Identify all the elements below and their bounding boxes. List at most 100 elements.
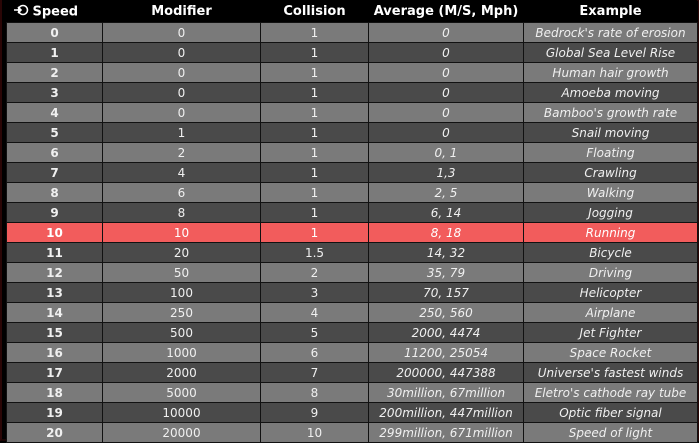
example-cell: Speed of light <box>523 422 698 443</box>
average-cell: 2000, 4474 <box>368 322 524 343</box>
example-cell: Eletro's cathode ray tube <box>523 382 698 403</box>
speed-cell: 3 <box>6 82 103 103</box>
table-row[interactable]: 8 6 1 2, 5 Walking <box>6 182 698 203</box>
table-row[interactable]: 7 4 1 1,3 Crawling <box>6 162 698 183</box>
collision-cell: 3 <box>260 282 369 303</box>
average-cell: 35, 79 <box>368 262 524 283</box>
table-row[interactable]: 17 2000 7 200000, 447388 Universe's fastest … <box>6 362 698 383</box>
speed-cell: 15 <box>6 322 103 343</box>
average-cell: 200000, 447388 <box>368 362 524 383</box>
collision-column-header[interactable]: Collision <box>260 1 369 23</box>
table-header-row: Speed Modifier Collision Average (M/S, M… <box>6 1 698 23</box>
average-cell: 2, 5 <box>368 182 524 203</box>
collision-cell: 1 <box>260 222 369 243</box>
table-row[interactable]: 9 8 1 6, 14 Jogging <box>6 202 698 223</box>
speed-cell: 8 <box>6 182 103 203</box>
modifier-cell: 20 <box>102 242 261 263</box>
collision-cell: 1 <box>260 202 369 223</box>
collision-cell: 6 <box>260 342 369 363</box>
table-row[interactable]: 18 5000 8 30million, 67million Eletro's cath… <box>6 382 698 403</box>
example-cell: Global Sea Level Rise <box>523 42 698 63</box>
collision-cell: 2 <box>260 262 369 283</box>
speed-cell: 2 <box>6 62 103 83</box>
table-row[interactable]: 1 0 1 0 Global Sea Level Rise <box>6 42 698 63</box>
modifier-cell: 1000 <box>102 342 261 363</box>
speed-cell: 20 <box>6 422 103 443</box>
modifier-cell: 0 <box>102 82 261 103</box>
modifier-column-header[interactable]: Modifier <box>102 1 261 23</box>
average-cell: 8, 18 <box>368 222 524 243</box>
collision-cell: 1 <box>260 102 369 123</box>
average-cell: 299million, 671million <box>368 422 524 443</box>
speed-cell: 9 <box>6 202 103 223</box>
average-cell: 0, 1 <box>368 142 524 163</box>
collision-cell: 1 <box>260 22 369 43</box>
speed-cell: 13 <box>6 282 103 303</box>
modifier-cell: 1 <box>102 122 261 143</box>
modifier-cell: 20000 <box>102 422 261 443</box>
table-row[interactable]: 12 50 2 35, 79 Driving <box>6 262 698 283</box>
example-cell: Floating <box>523 142 698 163</box>
table-row[interactable]: 14 250 4 250, 560 Airplane <box>6 302 698 323</box>
sort-arrow-icon[interactable] <box>13 4 29 20</box>
speed-column-header[interactable]: Speed <box>6 1 103 23</box>
table-row[interactable]: 2 0 1 0 Human hair growth <box>6 62 698 83</box>
table-row[interactable]: 19 10000 9 200million, 447million Optic fibe… <box>6 402 698 423</box>
average-cell: 11200, 25054 <box>368 342 524 363</box>
modifier-cell: 6 <box>102 182 261 203</box>
collision-cell: 1 <box>260 142 369 163</box>
modifier-cell: 5000 <box>102 382 261 403</box>
table-row[interactable]: 6 2 1 0, 1 Floating <box>6 142 698 163</box>
collision-cell: 10 <box>260 422 369 443</box>
modifier-cell: 500 <box>102 322 261 343</box>
modifier-cell: 10 <box>102 222 261 243</box>
example-cell: Jogging <box>523 202 698 223</box>
table-row[interactable]: 0 0 1 0 Bedrock's rate of erosion <box>6 22 698 43</box>
example-cell: Snail moving <box>523 122 698 143</box>
speed-cell: 5 <box>6 122 103 143</box>
speed-cell: 1 <box>6 42 103 63</box>
collision-cell: 1 <box>260 122 369 143</box>
collision-cell: 1 <box>260 182 369 203</box>
table-row[interactable]: 3 0 1 0 Amoeba moving <box>6 82 698 103</box>
example-cell: Crawling <box>523 162 698 183</box>
table-row[interactable]: 15 500 5 2000, 4474 Jet Fighter <box>6 322 698 343</box>
example-cell: Walking <box>523 182 698 203</box>
collision-cell: 8 <box>260 382 369 403</box>
speed-cell: 16 <box>6 342 103 363</box>
modifier-cell: 2 <box>102 142 261 163</box>
average-cell: 0 <box>368 62 524 83</box>
modifier-cell: 10000 <box>102 402 261 423</box>
speed-header-label: Speed <box>32 4 79 19</box>
table-row[interactable]: 20 20000 10 299million, 671million Speed of … <box>6 422 698 443</box>
table-row[interactable]: 10 10 1 8, 18 Running <box>6 222 698 243</box>
speed-cell: 7 <box>6 162 103 183</box>
example-cell: Bamboo's growth rate <box>523 102 698 123</box>
modifier-cell: 0 <box>102 102 261 123</box>
example-column-header[interactable]: Example <box>523 1 698 23</box>
average-cell: 70, 157 <box>368 282 524 303</box>
example-cell: Space Rocket <box>523 342 698 363</box>
speed-cell: 12 <box>6 262 103 283</box>
collision-cell: 1.5 <box>260 242 369 263</box>
modifier-cell: 0 <box>102 42 261 63</box>
speed-cell: 19 <box>6 402 103 423</box>
example-cell: Amoeba moving <box>523 82 698 103</box>
example-cell: Universe's fastest winds <box>523 362 698 383</box>
speed-table: Speed Modifier Collision Average (M/S, M… <box>6 1 698 443</box>
speed-cell: 18 <box>6 382 103 403</box>
example-cell: Bicycle <box>523 242 698 263</box>
average-cell: 0 <box>368 122 524 143</box>
table-row[interactable]: 5 1 1 0 Snail moving <box>6 122 698 143</box>
average-cell: 0 <box>368 102 524 123</box>
example-cell: Optic fiber signal <box>523 402 698 423</box>
average-cell: 0 <box>368 82 524 103</box>
table-row[interactable]: 4 0 1 0 Bamboo's growth rate <box>6 102 698 123</box>
average-column-header[interactable]: Average (M/S, Mph) <box>368 1 524 23</box>
modifier-cell: 2000 <box>102 362 261 383</box>
speed-cell: 17 <box>6 362 103 383</box>
table-row[interactable]: 13 100 3 70, 157 Helicopter <box>6 282 698 303</box>
table-row[interactable]: 16 1000 6 11200, 25054 Space Rocket <box>6 342 698 363</box>
table-row[interactable]: 11 20 1.5 14, 32 Bicycle <box>6 242 698 263</box>
modifier-cell: 4 <box>102 162 261 183</box>
